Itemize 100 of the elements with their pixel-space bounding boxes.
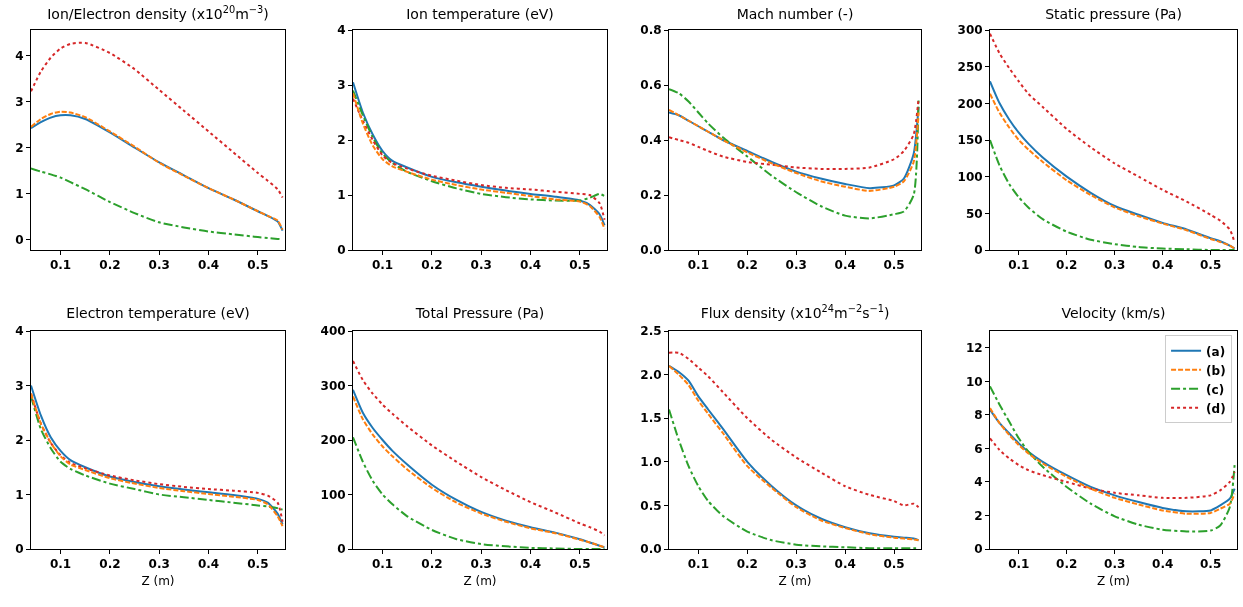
chart-title: Mach number (-) — [736, 5, 854, 22]
x-tick-label: 0.1 — [49, 258, 72, 273]
y-tick-label: 300 — [957, 23, 983, 38]
x-tick-label: 0.4 — [197, 557, 220, 572]
y-tick-label: 3 — [337, 78, 346, 93]
line-series — [990, 139, 1236, 250]
x-tick-label: 0.1 — [1008, 557, 1030, 572]
x-axis-title: Z (m) — [141, 574, 175, 589]
x-tick-label: 0.5 — [883, 557, 905, 572]
y-tick-label: 0 — [15, 542, 24, 557]
x-tick-label: 0.1 — [49, 557, 72, 572]
x-tick-label: 0.2 — [1056, 258, 1078, 273]
y-tick-label: 0 — [974, 243, 983, 258]
chart-title: Electron temperature (eV) — [66, 304, 250, 321]
y-tick-label: 2 — [15, 140, 24, 155]
y-tick-label: 4 — [974, 475, 983, 490]
x-tick-label: 0.2 — [421, 258, 443, 273]
y-tick-label: 0 — [974, 542, 983, 557]
x-tick-label: 0.1 — [1008, 258, 1030, 273]
y-tick-label: 4 — [15, 48, 24, 63]
x-tick-label: 0.3 — [1104, 258, 1126, 273]
chart-title: Ion/Electron density (x10$^{20}$m$^{−3}$) — [47, 4, 269, 22]
x-tick-label: 0.5 — [247, 557, 269, 572]
x-tick-label: 0.3 — [785, 557, 807, 572]
y-tick-label: 0.5 — [640, 498, 662, 513]
chart-title: Static pressure (Pa) — [1045, 5, 1182, 22]
x-tick-label: 0.4 — [1152, 557, 1174, 572]
y-tick-label: 6 — [974, 441, 983, 456]
y-tick-label: 1 — [15, 487, 24, 502]
y-tick-label: 3 — [15, 378, 24, 393]
legend-label: (b) — [1206, 363, 1226, 378]
x-tick-label: 0.4 — [519, 557, 542, 572]
y-tick-label: 12 — [965, 340, 983, 355]
x-tick-label: 0.2 — [99, 557, 121, 572]
y-tick-label: 250 — [957, 59, 983, 74]
y-tick-label: 0.0 — [640, 243, 662, 258]
x-tick-label: 0.1 — [371, 258, 394, 273]
y-tick-label: 1 — [15, 186, 24, 201]
y-tick-label: 1.0 — [640, 455, 662, 469]
x-tick-label: 0.2 — [1056, 557, 1078, 572]
x-axis-title: Z (m) — [463, 574, 497, 589]
y-tick-label: 2.0 — [640, 367, 662, 382]
y-tick-label: 1.5 — [640, 411, 662, 426]
x-axis-title: Z (m) — [1096, 574, 1131, 589]
y-tick-label: 300 — [320, 378, 346, 393]
y-tick-label: 10 — [965, 374, 983, 389]
x-tick-label: 0.4 — [519, 258, 542, 273]
line-series — [990, 385, 1236, 533]
x-tick-label: 0.5 — [247, 258, 269, 273]
y-tick-label: 50 — [965, 206, 983, 221]
y-tick-label: 2.5 — [640, 324, 662, 339]
y-tick-label: 200 — [320, 433, 346, 448]
y-tick-label: 0.6 — [640, 78, 662, 93]
x-tick-label: 0.5 — [1199, 557, 1222, 572]
y-tick-label: 0.8 — [640, 23, 662, 38]
y-tick-label: 1 — [337, 188, 346, 203]
legend-label: (c) — [1206, 382, 1225, 397]
x-tick-label: 0.5 — [569, 557, 591, 572]
x-tick-label: 0.1 — [687, 557, 709, 572]
y-tick-label: 4 — [337, 23, 346, 38]
y-tick-label: 0.2 — [640, 188, 662, 203]
y-tick-label: 0.0 — [640, 542, 662, 557]
x-tick-label: 0.3 — [470, 258, 492, 273]
x-tick-label: 0.1 — [687, 258, 709, 273]
x-axis-title: Z (m) — [778, 574, 812, 589]
x-tick-label: 0.3 — [785, 258, 807, 273]
x-tick-label: 0.4 — [1152, 258, 1174, 273]
y-tick-label: 400 — [320, 324, 346, 339]
chart-title: Total Pressure (Pa) — [414, 304, 545, 321]
y-tick-label: 3 — [15, 94, 24, 109]
x-tick-label: 0.2 — [99, 258, 121, 273]
y-tick-label: 200 — [957, 96, 983, 111]
chart-title: Velocity (km/s) — [1061, 304, 1166, 321]
x-tick-label: 0.4 — [834, 557, 856, 572]
x-tick-label: 0.1 — [371, 557, 394, 572]
x-tick-label: 0.3 — [1104, 557, 1126, 572]
legend-label: (d) — [1206, 401, 1226, 416]
chart-title: Ion temperature (eV) — [406, 5, 554, 22]
line-series — [353, 89, 606, 202]
y-tick-label: 0 — [337, 243, 346, 258]
x-tick-label: 0.2 — [736, 258, 758, 273]
x-tick-label: 0.5 — [569, 258, 591, 273]
line-series — [990, 437, 1236, 500]
y-tick-label: 8 — [974, 408, 983, 423]
y-tick-label: 100 — [320, 487, 346, 502]
x-tick-label: 0.3 — [148, 258, 170, 273]
x-tick-label: 0.2 — [421, 557, 443, 572]
line-series — [669, 351, 920, 509]
x-tick-label: 0.3 — [148, 557, 170, 572]
chart-title: Flux density (x10$^{24}$m$^{−2}$s$^{−1}$) — [700, 303, 890, 321]
x-tick-label: 0.5 — [883, 258, 905, 273]
y-tick-label: 4 — [15, 324, 24, 339]
y-tick-label: 0.4 — [640, 133, 662, 148]
y-tick-label: 0 — [15, 233, 24, 248]
x-tick-label: 0.4 — [834, 258, 856, 273]
y-tick-label: 2 — [15, 433, 24, 448]
y-tick-label: 2 — [337, 133, 346, 148]
line-series — [669, 364, 920, 542]
x-tick-label: 0.2 — [736, 557, 758, 572]
x-tick-label: 0.3 — [470, 557, 492, 572]
